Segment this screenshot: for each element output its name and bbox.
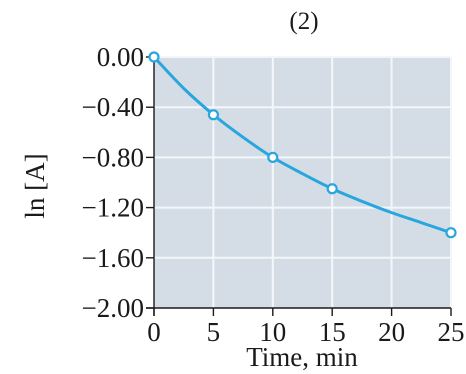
x-axis-title: Time, min bbox=[246, 342, 358, 372]
series-line bbox=[152, 55, 452, 235]
x-tick-label: 5 bbox=[207, 317, 221, 347]
y-tick-label: 0.00 bbox=[97, 42, 144, 72]
x-tick-label: 15 bbox=[319, 317, 346, 347]
x-tick-label: 10 bbox=[259, 317, 286, 347]
y-tick-label: −1.60 bbox=[82, 243, 144, 273]
plot-area bbox=[154, 57, 451, 308]
y-tick-label: −2.00 bbox=[82, 293, 144, 323]
data-point bbox=[267, 151, 279, 163]
y-axis-title: ln [A] bbox=[20, 153, 50, 218]
y-tick-label: −0.40 bbox=[82, 92, 144, 122]
data-points bbox=[148, 51, 457, 239]
chart-title: (2) bbox=[289, 8, 318, 35]
data-point bbox=[326, 183, 338, 195]
x-tick-label: 25 bbox=[438, 317, 465, 347]
data-point bbox=[148, 51, 160, 63]
x-tick-labels: 0 5 10 15 20 25 bbox=[147, 317, 464, 347]
x-tick-label: 20 bbox=[378, 317, 405, 347]
y-tick-label: −0.80 bbox=[82, 142, 144, 172]
data-point bbox=[207, 109, 219, 121]
x-tick-label: 0 bbox=[147, 317, 161, 347]
y-tick-labels: 0.00 −0.40 −0.80 −1.20 −1.60 −2.00 bbox=[82, 42, 144, 323]
data-point bbox=[445, 227, 457, 239]
y-tick-label: −1.20 bbox=[82, 193, 144, 223]
